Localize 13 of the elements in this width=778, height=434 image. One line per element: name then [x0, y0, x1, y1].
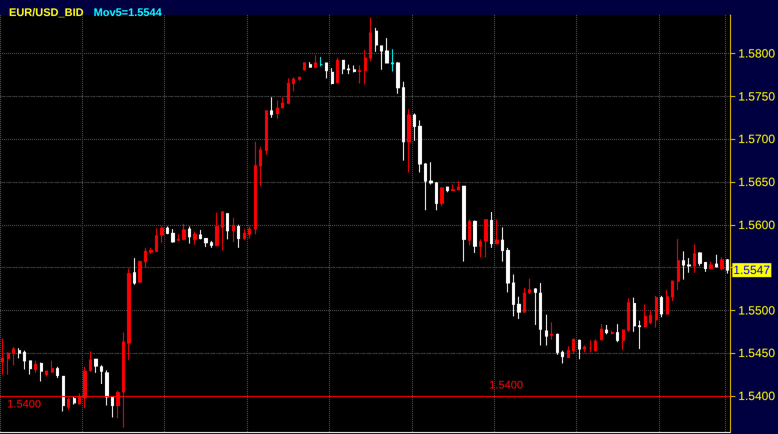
y-tick-label: 1.5700	[738, 132, 776, 146]
text: 1.5400	[489, 380, 523, 392]
y-tick-label: 1.5450	[738, 346, 776, 360]
y-tick-label: 1.5750	[738, 89, 776, 104]
y-tick-label: 1.5500	[738, 303, 776, 318]
y-tick-label: 1.5650	[738, 174, 776, 189]
y-tick-label: 1.5600	[738, 218, 776, 232]
y-tick-label: 1.5800	[738, 46, 776, 61]
y-tick-label: 1.5400	[738, 389, 776, 404]
ref-line-label: 1.5400	[7, 398, 41, 411]
chart-subtitle: Mov5=1.5544	[94, 7, 163, 19]
annotation: 1.5547	[733, 263, 770, 278]
chart-title: EUR/USD_BID	[9, 7, 84, 19]
